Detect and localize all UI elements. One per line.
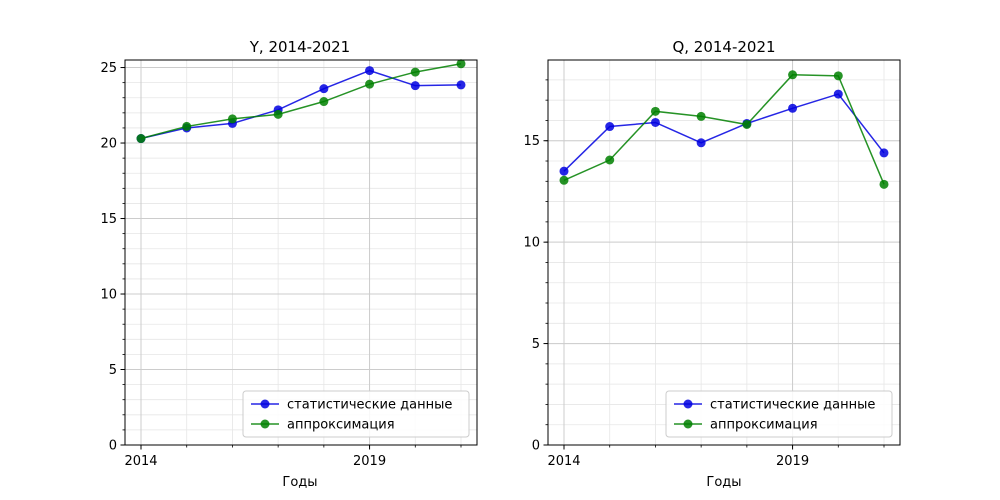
legend-label: аппроксимация (710, 418, 818, 433)
data-point (365, 79, 375, 89)
y-tick-label: 20 (100, 137, 117, 152)
y-tick-label: 0 (532, 439, 540, 454)
legend: статистические данные аппроксимация (242, 390, 470, 438)
legend-marker (683, 399, 693, 409)
legend-box (242, 390, 470, 438)
grid (125, 60, 477, 446)
legend-marker (683, 419, 693, 429)
data-point (788, 70, 798, 80)
data-point (605, 122, 615, 132)
legend-marker (260, 399, 270, 409)
x-tick-label: 2019 (353, 454, 386, 469)
plot-frame (547, 59, 901, 446)
data-point (559, 166, 569, 176)
data-point (879, 148, 889, 158)
data-point (605, 155, 615, 165)
series (136, 59, 466, 144)
data-point (879, 179, 889, 189)
y-tick-label: 5 (532, 337, 540, 352)
x-axis-label: Годы (282, 475, 317, 490)
data-point (788, 103, 798, 113)
data-point (182, 121, 192, 131)
series-line (140, 69, 462, 140)
chart-title: Q, 2014-2021 (672, 38, 775, 56)
data-point (273, 109, 283, 119)
y-tick-label: 10 (100, 288, 117, 303)
legend-label: статистические данные (287, 398, 452, 413)
legend-label: аппроксимация (287, 418, 395, 433)
x-tick-label: 2019 (776, 454, 809, 469)
series-1 (136, 59, 466, 144)
legend-marker (260, 419, 270, 429)
y-tick-label: 15 (523, 134, 540, 149)
y-tick-label: 25 (100, 61, 117, 76)
ticks: 2014 2019 0 5 10 15 20 25 (100, 61, 462, 469)
legend-box (665, 390, 893, 438)
data-point (319, 84, 329, 94)
series-line (563, 93, 885, 172)
data-point (650, 106, 660, 116)
legend: статистические данные аппроксимация (665, 390, 893, 438)
data-point (319, 97, 329, 107)
x-axis-label: Годы (706, 475, 741, 490)
y-tick-label: 5 (109, 363, 117, 378)
data-point (136, 134, 146, 144)
data-point (410, 67, 420, 77)
data-point (696, 138, 706, 148)
series (559, 70, 889, 189)
chart-y: Y, 2014-2021 Годы 2014 2019 0 5 10 15 20 25 стат… (100, 38, 478, 490)
chart-title: Y, 2014-2021 (249, 38, 350, 56)
x-tick-label: 2014 (124, 454, 157, 469)
data-point (833, 89, 843, 99)
ticks: 2014 2019 0 5 10 15 (523, 79, 885, 469)
data-point (559, 175, 569, 185)
data-point (833, 71, 843, 81)
data-point (742, 120, 752, 130)
legend-label: статистические данные (710, 398, 875, 413)
data-point (456, 59, 466, 69)
data-point (227, 114, 237, 124)
series-line (140, 63, 462, 140)
chart-q: Q, 2014-2021 Годы 2014 2019 0 5 10 15 статисти… (523, 38, 901, 490)
data-point (365, 66, 375, 76)
y-tick-label: 0 (109, 439, 117, 454)
x-tick-label: 2014 (547, 454, 580, 469)
series-1 (559, 70, 889, 189)
y-tick-label: 15 (100, 212, 117, 227)
data-point (650, 117, 660, 127)
data-point (456, 80, 466, 90)
data-point (410, 81, 420, 91)
data-point (696, 111, 706, 121)
y-tick-label: 10 (523, 236, 540, 251)
series-line (563, 74, 885, 185)
plot-frame (124, 59, 478, 446)
